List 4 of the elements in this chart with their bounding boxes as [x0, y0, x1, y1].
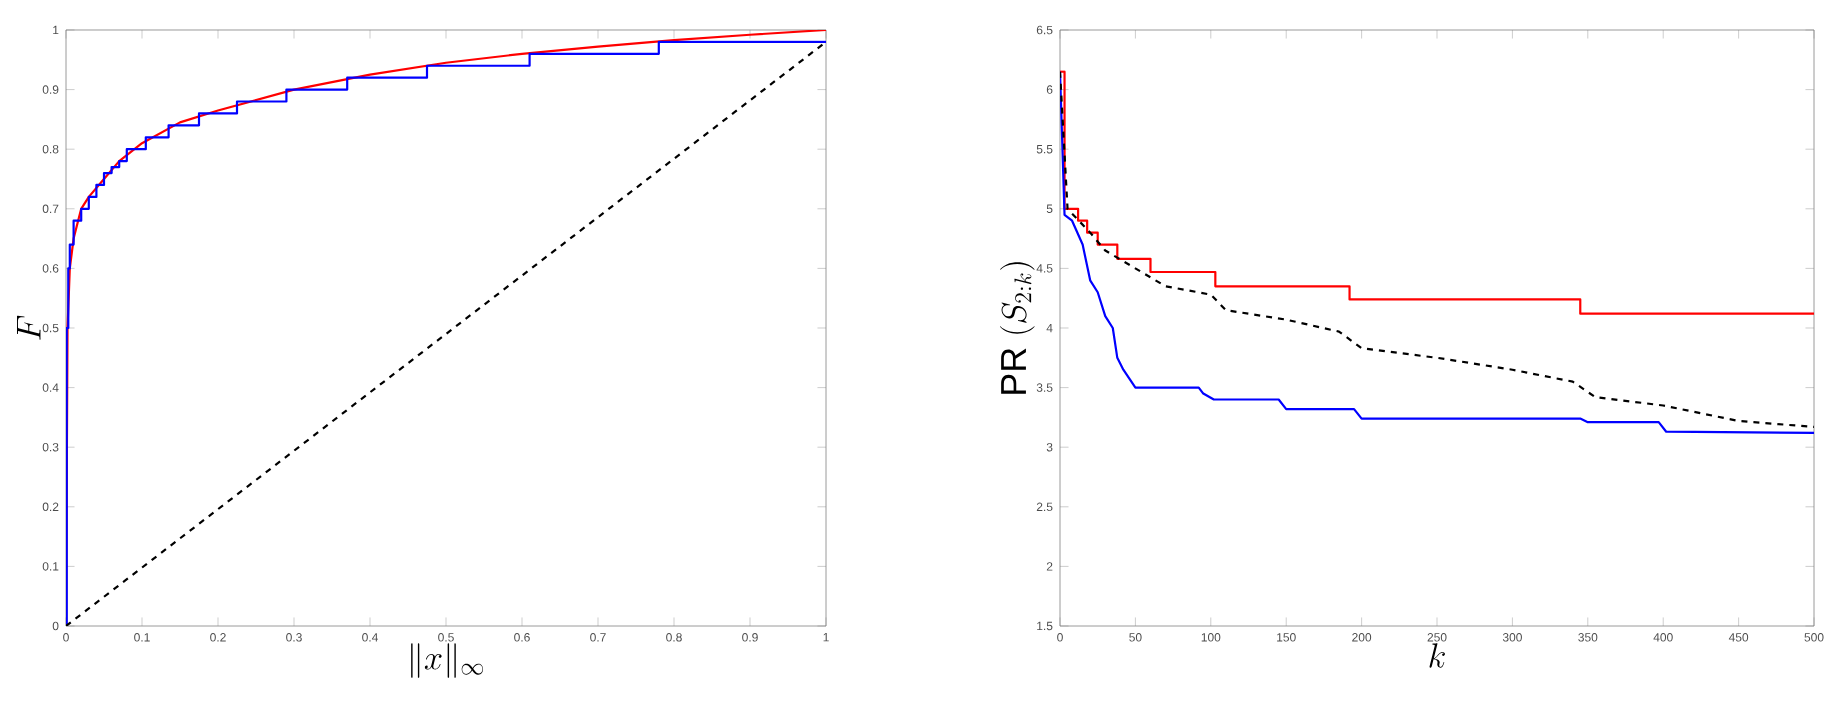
x-axis-title: $k$	[1429, 643, 1445, 668]
x-axis-title: $\|x\|_\infty$	[411, 643, 484, 678]
y-axis-title: $\mathrm{PR}\ (S_{2:k})$	[1000, 262, 1035, 394]
y-axis-title: $F$	[17, 315, 41, 340]
